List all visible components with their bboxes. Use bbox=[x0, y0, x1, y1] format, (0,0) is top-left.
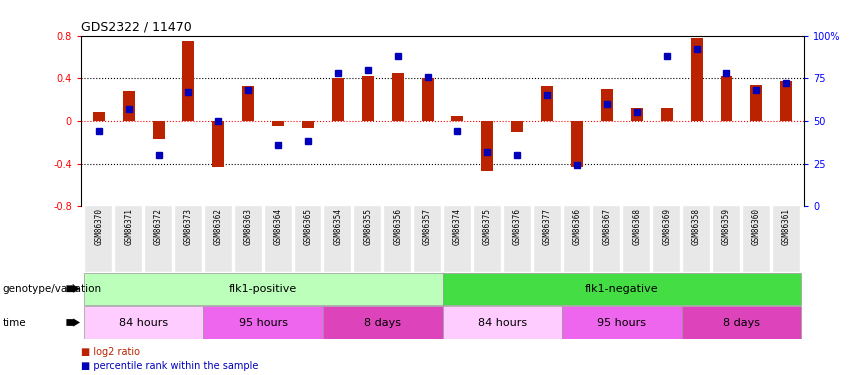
Bar bbox=[660, 108, 672, 121]
Bar bbox=[182, 41, 194, 121]
Text: GSM86364: GSM86364 bbox=[274, 208, 283, 245]
FancyBboxPatch shape bbox=[115, 206, 142, 272]
Bar bbox=[541, 86, 553, 121]
Bar bbox=[511, 121, 523, 132]
Text: GSM86374: GSM86374 bbox=[453, 208, 462, 245]
Text: flk1-negative: flk1-negative bbox=[585, 284, 659, 294]
FancyBboxPatch shape bbox=[654, 206, 680, 272]
FancyBboxPatch shape bbox=[623, 206, 650, 272]
Text: GSM86371: GSM86371 bbox=[124, 208, 133, 245]
FancyBboxPatch shape bbox=[84, 306, 203, 339]
Text: 84 hours: 84 hours bbox=[119, 318, 168, 327]
FancyBboxPatch shape bbox=[294, 206, 322, 272]
Text: GSM86361: GSM86361 bbox=[782, 208, 791, 245]
FancyBboxPatch shape bbox=[593, 206, 620, 272]
Text: GSM86370: GSM86370 bbox=[94, 208, 103, 245]
Text: GSM86375: GSM86375 bbox=[483, 208, 492, 245]
Text: ■ log2 ratio: ■ log2 ratio bbox=[81, 346, 140, 357]
FancyBboxPatch shape bbox=[443, 273, 801, 305]
Text: 84 hours: 84 hours bbox=[477, 318, 527, 327]
Bar bbox=[780, 81, 792, 121]
Text: GSM86367: GSM86367 bbox=[603, 208, 611, 245]
FancyBboxPatch shape bbox=[773, 206, 800, 272]
FancyBboxPatch shape bbox=[385, 206, 411, 272]
FancyBboxPatch shape bbox=[443, 306, 562, 339]
Text: genotype/variation: genotype/variation bbox=[3, 284, 101, 294]
FancyBboxPatch shape bbox=[324, 206, 351, 272]
Bar bbox=[571, 121, 583, 167]
FancyBboxPatch shape bbox=[265, 206, 292, 272]
Bar bbox=[452, 116, 464, 121]
FancyBboxPatch shape bbox=[205, 206, 231, 272]
Text: GSM86365: GSM86365 bbox=[304, 208, 312, 245]
Text: time: time bbox=[3, 318, 26, 327]
Text: GSM86372: GSM86372 bbox=[154, 208, 163, 245]
FancyBboxPatch shape bbox=[203, 306, 323, 339]
Text: GSM86363: GSM86363 bbox=[243, 208, 253, 245]
Text: GSM86377: GSM86377 bbox=[543, 208, 551, 245]
Bar bbox=[362, 76, 374, 121]
FancyBboxPatch shape bbox=[562, 306, 682, 339]
Text: GSM86376: GSM86376 bbox=[513, 208, 522, 245]
Bar bbox=[482, 121, 494, 171]
Text: GSM86355: GSM86355 bbox=[363, 208, 372, 245]
Text: ■ percentile rank within the sample: ■ percentile rank within the sample bbox=[81, 361, 258, 370]
Text: GSM86357: GSM86357 bbox=[423, 208, 432, 245]
Text: flk1-positive: flk1-positive bbox=[229, 284, 297, 294]
FancyBboxPatch shape bbox=[84, 273, 443, 305]
Bar bbox=[721, 76, 733, 121]
Bar bbox=[152, 121, 164, 139]
FancyBboxPatch shape bbox=[414, 206, 441, 272]
FancyBboxPatch shape bbox=[504, 206, 531, 272]
FancyBboxPatch shape bbox=[743, 206, 770, 272]
FancyBboxPatch shape bbox=[682, 306, 801, 339]
Text: GSM86358: GSM86358 bbox=[692, 208, 701, 245]
FancyBboxPatch shape bbox=[474, 206, 500, 272]
FancyBboxPatch shape bbox=[534, 206, 561, 272]
Text: GSM86368: GSM86368 bbox=[632, 208, 642, 245]
FancyBboxPatch shape bbox=[85, 206, 112, 272]
Text: 8 days: 8 days bbox=[364, 318, 401, 327]
Text: GSM86366: GSM86366 bbox=[573, 208, 581, 245]
Bar bbox=[93, 112, 105, 121]
Text: GSM86359: GSM86359 bbox=[722, 208, 731, 245]
Bar bbox=[631, 108, 643, 121]
Bar bbox=[243, 86, 254, 121]
FancyBboxPatch shape bbox=[235, 206, 261, 272]
Bar bbox=[691, 38, 703, 121]
Bar bbox=[601, 89, 613, 121]
FancyBboxPatch shape bbox=[354, 206, 381, 272]
Bar bbox=[213, 121, 225, 167]
FancyBboxPatch shape bbox=[146, 206, 172, 272]
Text: GSM86362: GSM86362 bbox=[214, 208, 223, 245]
Text: 95 hours: 95 hours bbox=[597, 318, 647, 327]
FancyBboxPatch shape bbox=[683, 206, 710, 272]
Bar bbox=[302, 121, 314, 128]
FancyBboxPatch shape bbox=[444, 206, 471, 272]
Bar bbox=[391, 73, 403, 121]
Bar bbox=[421, 78, 433, 121]
Text: GSM86354: GSM86354 bbox=[334, 208, 342, 245]
FancyBboxPatch shape bbox=[175, 206, 202, 272]
Text: GSM86356: GSM86356 bbox=[393, 208, 403, 245]
Bar bbox=[272, 121, 284, 126]
FancyBboxPatch shape bbox=[713, 206, 740, 272]
Text: GSM86373: GSM86373 bbox=[184, 208, 193, 245]
Bar bbox=[332, 78, 344, 121]
Bar bbox=[123, 91, 134, 121]
Text: 8 days: 8 days bbox=[723, 318, 760, 327]
Text: GSM86360: GSM86360 bbox=[752, 208, 761, 245]
Bar bbox=[751, 85, 762, 121]
Text: GSM86369: GSM86369 bbox=[662, 208, 671, 245]
FancyBboxPatch shape bbox=[563, 206, 591, 272]
Text: GDS2322 / 11470: GDS2322 / 11470 bbox=[81, 20, 191, 33]
FancyBboxPatch shape bbox=[323, 306, 443, 339]
Text: 95 hours: 95 hours bbox=[238, 318, 288, 327]
